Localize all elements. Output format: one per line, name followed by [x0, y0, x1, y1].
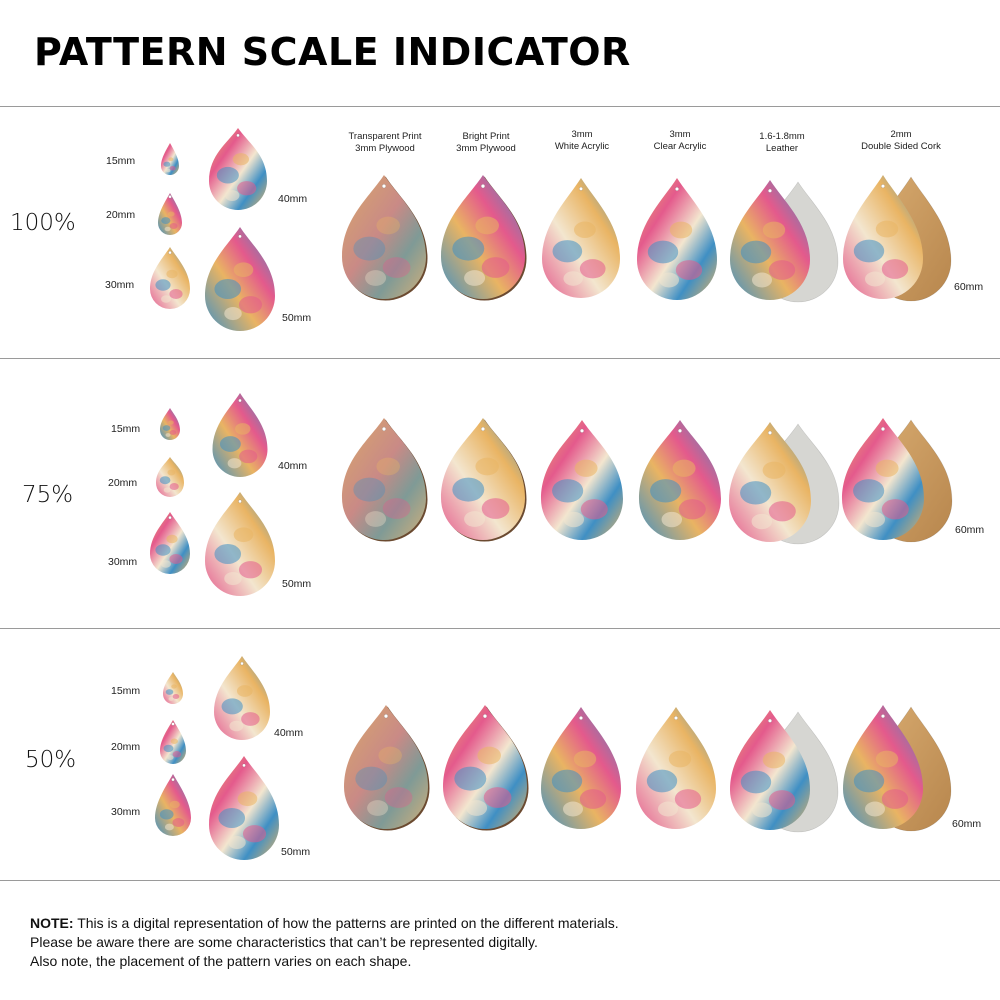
note-bold-label: NOTE:: [30, 915, 74, 931]
size-label-30mm: 30mm: [105, 279, 135, 291]
size-label-40mm: 40mm: [278, 193, 308, 205]
size-label-60mm: 60mm: [955, 524, 985, 536]
scale-section-75: 75% 15mm 20mm 30mm 40mm 50mm 60mm: [0, 359, 1000, 609]
material-label-leather: 1.6-1.8mm Leather: [759, 131, 805, 154]
scale-section-50: 50% 15mm 20mm 30mm 40mm 50mm 60mm: [0, 629, 1000, 879]
size-label-20mm: 20mm: [106, 209, 136, 221]
size-label-50mm: 50mm: [282, 312, 312, 324]
material-label-clear-acrylic: 3mm Clear Acrylic: [653, 129, 707, 152]
size-label-40mm: 40mm: [278, 460, 308, 472]
material-label-white-acrylic: 3mm White Acrylic: [554, 129, 610, 152]
size-label-15mm: 15mm: [111, 423, 141, 435]
top-divider: [0, 106, 1000, 107]
size-label-60mm: 60mm: [952, 818, 982, 830]
scale-label: 100%: [10, 210, 76, 236]
material-label-transparent-plywood: Transparent Print 3mm Plywood: [348, 131, 422, 154]
size-label-15mm: 15mm: [111, 685, 141, 697]
section-divider: [0, 358, 1000, 359]
material-label-cork: 2mm Double Sided Cork: [861, 129, 941, 152]
section-divider: [0, 628, 1000, 629]
size-label-30mm: 30mm: [111, 806, 141, 818]
size-label-50mm: 50mm: [282, 578, 312, 590]
material-label-bright-plywood: Bright Print 3mm Plywood: [456, 131, 516, 154]
bottom-divider: [0, 880, 1000, 881]
size-label-40mm: 40mm: [274, 727, 304, 739]
scale-section-100: 100% 15mm 20mm 30mm 40mm 50mm 60mm Trans…: [0, 107, 1000, 357]
note-block: NOTE: This is a digital representation o…: [30, 914, 970, 971]
scale-label: 75%: [22, 482, 74, 508]
scale-label: 50%: [25, 747, 77, 773]
size-label-30mm: 30mm: [108, 556, 138, 568]
note-text-1: This is a digital representation of how …: [73, 915, 619, 931]
note-line-1: NOTE: This is a digital representation o…: [30, 914, 970, 933]
size-label-20mm: 20mm: [108, 477, 138, 489]
size-label-15mm: 15mm: [106, 155, 136, 167]
size-label-20mm: 20mm: [111, 741, 141, 753]
note-line-2: Please be aware there are some character…: [30, 934, 538, 950]
size-label-50mm: 50mm: [281, 846, 311, 858]
note-line-3: Also note, the placement of the pattern …: [30, 953, 412, 969]
size-label-60mm: 60mm: [954, 281, 984, 293]
page-title: PATTERN SCALE INDICATOR: [34, 30, 631, 74]
